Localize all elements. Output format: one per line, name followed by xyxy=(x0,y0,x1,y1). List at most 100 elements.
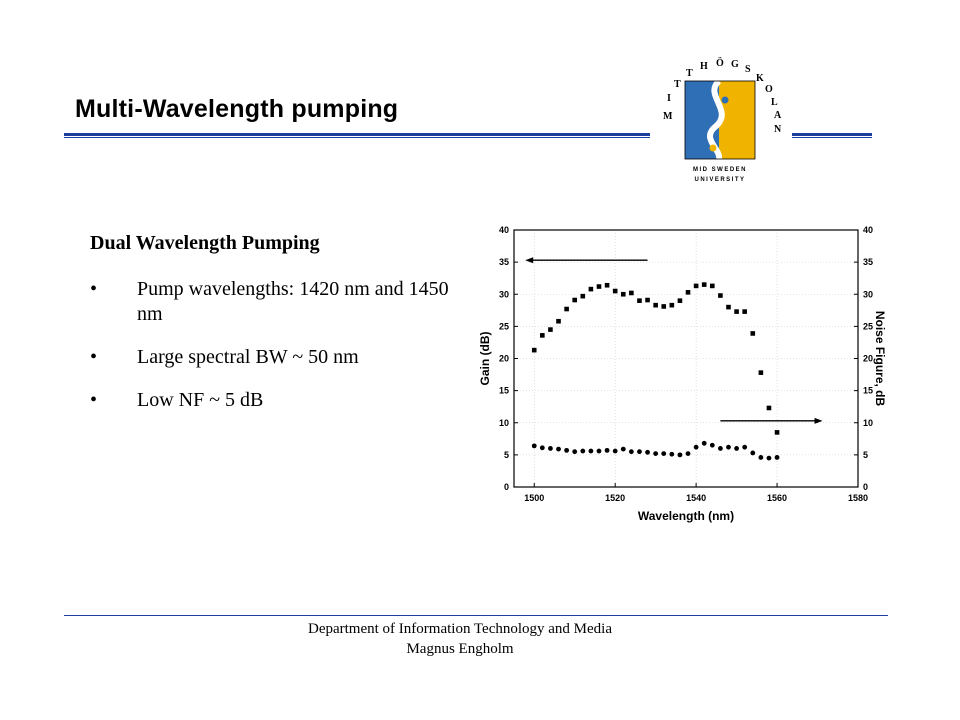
content-heading: Dual Wavelength Pumping xyxy=(90,232,320,254)
gain-point xyxy=(693,283,699,289)
noise-figure-point xyxy=(718,446,723,451)
bullet-dot: • xyxy=(90,346,98,368)
y2-tick-label: 0 xyxy=(863,482,868,492)
gain-point xyxy=(758,370,764,375)
noise-figure-point xyxy=(628,449,634,455)
logo-yellow-panel xyxy=(719,81,755,159)
noise-figure-point xyxy=(693,444,699,450)
bullet-item: • Pump wavelengths: 1420 nm and 1450 nm xyxy=(90,277,460,327)
noise-figure-point xyxy=(531,443,537,449)
svg-text:K: K xyxy=(756,73,764,84)
bullet-item: • Large spectral BW ~ 50 nm xyxy=(90,345,460,370)
title-divider-right xyxy=(792,133,872,136)
x-tick-label: 1500 xyxy=(524,493,544,503)
noise-figure-point xyxy=(539,445,545,451)
gain-point xyxy=(531,347,537,353)
gain-point xyxy=(734,309,739,314)
footer-department: Department of Information Technology and… xyxy=(308,621,612,637)
y2-tick-label: 25 xyxy=(863,321,873,331)
svg-text:S: S xyxy=(745,64,751,75)
noise-figure-point xyxy=(742,444,748,450)
svg-text:L: L xyxy=(771,97,778,108)
gain-point xyxy=(766,405,772,411)
y2-tick-label: 10 xyxy=(863,418,873,428)
gain-point xyxy=(661,304,667,309)
svg-text:T: T xyxy=(686,68,693,79)
gain-point xyxy=(637,298,642,303)
noise-figure-point xyxy=(596,448,602,454)
y2-tick-label: 40 xyxy=(863,225,873,235)
x-tick-label: 1580 xyxy=(848,493,868,503)
noise-figure-point xyxy=(653,451,659,456)
logo-line2: UNIVERSITY xyxy=(694,177,745,183)
bullet-text: Large spectral BW ~ 50 nm xyxy=(137,346,359,368)
gain-point xyxy=(564,306,569,312)
gain-point xyxy=(612,288,618,294)
noise-figure-point xyxy=(766,455,772,461)
gain-point xyxy=(742,309,747,314)
gain-point xyxy=(572,297,578,303)
noise-figure-point xyxy=(661,451,667,456)
title-divider-right-thin xyxy=(792,137,872,138)
y2-axis-label: Noise Figure, dB xyxy=(873,311,886,407)
svg-text:A: A xyxy=(774,110,782,121)
bullet-dot: • xyxy=(90,278,98,300)
x-axis-label: Wavelength (nm) xyxy=(638,509,734,523)
footer-author: Magnus Engholm xyxy=(406,641,514,657)
noise-figure-point xyxy=(604,447,610,453)
svg-text:I: I xyxy=(667,93,671,104)
noise-figure-point xyxy=(701,440,707,446)
y-tick-label: 30 xyxy=(499,289,509,299)
gain-point xyxy=(710,283,715,289)
arrowhead-right xyxy=(814,417,823,424)
gain-point xyxy=(685,290,691,295)
noise-figure-point xyxy=(556,446,561,452)
y-axis-label: Gain (dB) xyxy=(478,332,492,386)
gain-point xyxy=(677,298,683,303)
y-tick-label: 35 xyxy=(499,257,509,267)
noise-figure-point xyxy=(734,446,739,451)
y-tick-label: 25 xyxy=(499,321,509,331)
bullet-text: Pump wavelengths: 1420 nm and 1450 nm xyxy=(137,278,449,325)
y2-tick-label: 15 xyxy=(863,386,873,396)
noise-figure-point xyxy=(645,449,650,455)
x-tick-label: 1560 xyxy=(767,493,787,503)
logo-line1: MID SWEDEN xyxy=(693,167,747,173)
gain-point xyxy=(653,302,658,308)
bullet-text: Low NF ~ 5 dB xyxy=(137,389,264,411)
svg-text:T: T xyxy=(674,79,681,90)
y2-tick-label: 30 xyxy=(863,289,873,299)
y-tick-label: 5 xyxy=(504,450,509,460)
gain-point xyxy=(774,430,780,435)
noise-figure-point xyxy=(709,442,715,448)
gain-point xyxy=(596,284,602,289)
noise-figure-point xyxy=(620,446,626,452)
content-block: Dual Wavelength Pumping • Pump wavelengt… xyxy=(90,232,460,431)
gain-point xyxy=(726,304,731,310)
noise-figure-point xyxy=(612,448,618,454)
svg-text:H: H xyxy=(700,61,708,72)
noise-figure-point xyxy=(750,450,756,456)
gain-point xyxy=(548,327,553,332)
gain-point xyxy=(604,282,610,288)
noise-figure-point xyxy=(637,449,642,455)
gain-point xyxy=(580,293,586,299)
gain-point xyxy=(588,286,594,292)
gain-point xyxy=(718,293,723,298)
gain-point xyxy=(629,290,634,296)
footer-divider xyxy=(64,615,888,616)
university-logo: M I T T H Ö G S K O L A N MID SWEDEN UNI… xyxy=(663,56,782,183)
y-tick-label: 15 xyxy=(499,386,509,396)
y2-tick-label: 5 xyxy=(863,450,868,460)
noise-figure-point xyxy=(726,444,731,450)
gain-point xyxy=(701,282,707,287)
noise-figure-point xyxy=(588,448,594,454)
svg-text:M: M xyxy=(663,111,673,122)
svg-text:O: O xyxy=(765,84,773,95)
y2-tick-label: 20 xyxy=(863,354,873,364)
noise-figure-point xyxy=(685,451,691,456)
gain-point xyxy=(669,302,675,308)
y-tick-label: 20 xyxy=(499,354,509,364)
noise-figure-point xyxy=(572,449,578,455)
